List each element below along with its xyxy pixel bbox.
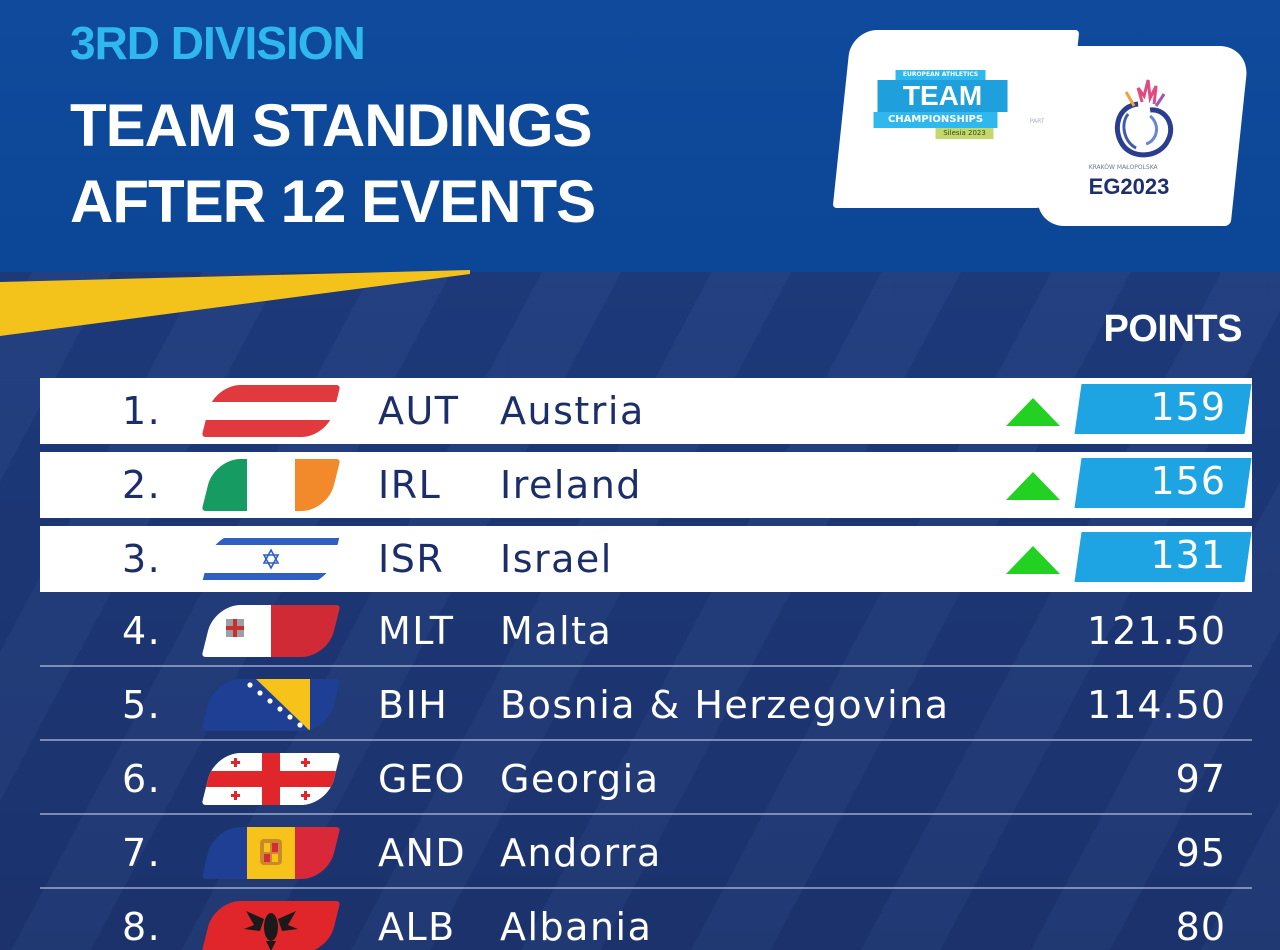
rank: 7. — [122, 831, 162, 875]
yellow-stripe-decoration — [0, 270, 470, 336]
rank: 3. — [122, 537, 162, 581]
eg-dragon-mark-icon — [1114, 79, 1174, 158]
trend-up-icon — [1006, 472, 1060, 500]
row-separator — [40, 665, 1252, 667]
division-label: 3RD DIVISION — [70, 17, 366, 69]
ireland-flag-icon — [201, 459, 341, 511]
page-title-line2: AFTER 12 EVENTS — [70, 168, 596, 235]
country-name: Georgia — [500, 757, 660, 801]
european-athletics-team-logo: EUROPEAN ATHLETICS TEAM CHAMPIONSHIPS Si… — [873, 70, 1024, 139]
row-separator — [40, 739, 1252, 741]
country-code: ISR — [378, 537, 445, 581]
table-row: 7. AND Andorra 95 — [40, 820, 1252, 889]
andorra-flag-icon — [201, 827, 341, 879]
bosnia-flag-icon — [201, 679, 341, 731]
european-games-2023-logo — [1098, 66, 1188, 166]
table-row: 8. ALB Albania 80 — [40, 894, 1252, 950]
country-name: Albania — [500, 905, 653, 949]
eg-subtitle-text: KRAKÓW MAŁOPOLSKA — [1088, 164, 1158, 171]
page-title-line1: TEAM STANDINGS — [70, 92, 593, 159]
country-code: AUT — [378, 389, 460, 433]
table-row: 5. BIH Bosnia & Herzegovina 114.50 — [40, 672, 1252, 741]
eg-brand-text: EG2023 — [1088, 174, 1170, 199]
malta-flag-icon — [201, 605, 341, 657]
country-name: Ireland — [500, 463, 642, 507]
table-row: 4. MLT Malta 121.50 — [40, 598, 1252, 667]
row-separator — [40, 887, 1252, 889]
country-code: IRL — [378, 463, 442, 507]
logo-team-text: TEAM — [877, 80, 1008, 112]
rank: 8. — [122, 905, 162, 949]
points-value: 95 — [1175, 831, 1226, 875]
country-code: BIH — [378, 683, 449, 727]
table-row: 1. AUT Austria 159 — [40, 378, 1252, 444]
rank: 4. — [122, 609, 162, 653]
points-value: 156 — [1150, 459, 1226, 503]
israel-flag-icon — [201, 533, 341, 585]
rank: 1. — [122, 389, 162, 433]
country-name: Austria — [500, 389, 645, 433]
austria-flag-icon — [201, 385, 341, 437]
points-value: 121.50 — [1087, 609, 1226, 653]
rank: 2. — [122, 463, 162, 507]
row-separator — [40, 813, 1252, 815]
points-value: 114.50 — [1087, 683, 1226, 727]
table-row: 6. GEO Georgia 97 — [40, 746, 1252, 815]
points-value: 80 — [1175, 905, 1226, 949]
points-value: 159 — [1150, 385, 1226, 429]
country-name: Bosnia & Herzegovina — [500, 683, 950, 727]
trend-up-icon — [1006, 398, 1060, 426]
country-code: MLT — [378, 609, 455, 653]
country-name: Israel — [500, 537, 613, 581]
country-code: AND — [378, 831, 467, 875]
country-name: Andorra — [500, 831, 662, 875]
rank: 5. — [122, 683, 162, 727]
points-column-header: POINTS — [1103, 308, 1243, 350]
logo-location-text: Silesia 2023 — [935, 128, 994, 139]
albania-flag-icon — [201, 901, 341, 950]
logo-org-text: EUROPEAN ATHLETICS — [895, 70, 986, 80]
rank: 6. — [122, 757, 162, 801]
points-value: 131 — [1150, 533, 1226, 577]
country-code: GEO — [378, 757, 466, 801]
country-code: ALB — [378, 905, 456, 949]
table-row: 3. ISR Israel 131 — [40, 526, 1252, 592]
european-games-logo-card: KRAKÓW MAŁOPOLSKA EG2023 — [1034, 46, 1250, 226]
points-value: 97 — [1175, 757, 1226, 801]
table-row: 2. IRL Ireland 156 — [40, 452, 1252, 518]
logo-championships-text: CHAMPIONSHIPS — [873, 112, 998, 128]
trend-up-icon — [1006, 546, 1060, 574]
country-name: Malta — [500, 609, 613, 653]
georgia-flag-icon — [201, 753, 341, 805]
